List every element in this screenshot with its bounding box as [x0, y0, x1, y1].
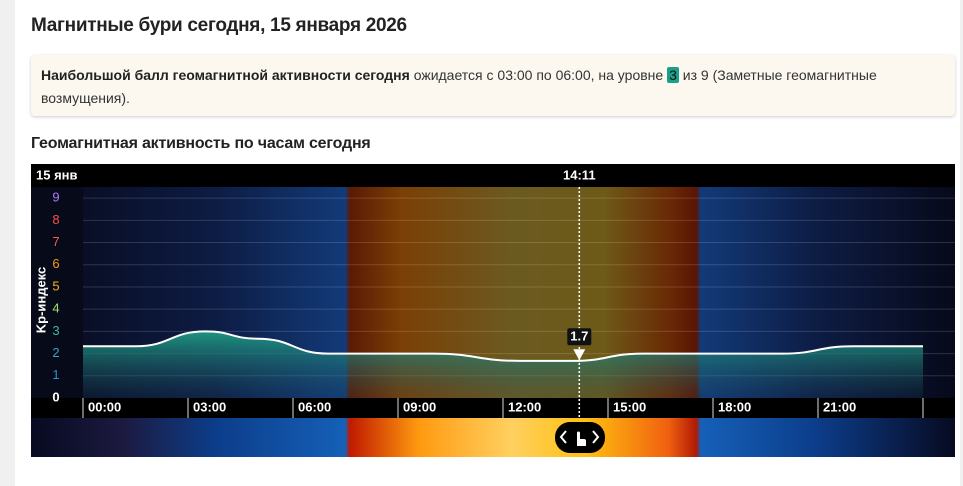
y-tick-label: 9 — [52, 190, 59, 205]
y-axis-label: Kp-индекс — [33, 267, 48, 334]
notice-text: из 9 (Заметные геомагнитные возмущения). — [41, 67, 877, 106]
y-tick-label: 6 — [52, 256, 59, 271]
notice-level: 3 — [667, 67, 679, 83]
chart-header — [31, 164, 955, 187]
notice-text: ожидается с 03:00 по 06:00, на уровне — [413, 67, 664, 83]
area-fill — [83, 331, 923, 398]
notice: Наибольшой балл геомагнитной активности … — [31, 55, 955, 116]
page-title: Магнитные бури сегодня, 15 января 2026 — [31, 15, 407, 36]
x-tick-label: 21:00 — [823, 399, 856, 414]
value-box — [567, 328, 592, 346]
x-tick-label: 18:00 — [718, 399, 751, 414]
y-tick-label: 3 — [52, 323, 59, 338]
y-tick-label: 4 — [52, 301, 59, 316]
x-tick-label: 09:00 — [403, 399, 436, 414]
x-tick-label: 00:00 — [88, 399, 121, 414]
scroll-handle[interactable] — [555, 422, 605, 453]
x-tick-label: 06:00 — [298, 399, 331, 414]
sidebar-edge — [0, 0, 15, 486]
y-tick-label: 5 — [52, 278, 59, 293]
y-tick-label: 0 — [52, 389, 59, 404]
sidebar-edge — [960, 0, 963, 486]
current-marker — [573, 349, 586, 361]
y-tick-label: 2 — [52, 345, 59, 360]
x-tick-label: 15:00 — [613, 399, 646, 414]
current-value: 1.7 — [570, 329, 588, 344]
x-tick-label: 12:00 — [508, 399, 541, 414]
y-tick-label: 1 — [52, 367, 59, 382]
handle-arrows — [559, 430, 600, 444]
kp-line — [83, 330, 923, 362]
x-tick-label: 03:00 — [193, 399, 226, 414]
time-box — [559, 167, 600, 185]
y-tick-label: 8 — [52, 212, 59, 227]
section-title: Геомагнитная активность по часам сегодня — [31, 135, 371, 152]
daylight-strip — [31, 418, 955, 457]
current-time: 14:11 — [563, 167, 596, 182]
notice-bold: Наибольшой балл геомагнитной активности … — [41, 67, 410, 83]
y-tick-label: 7 — [52, 234, 59, 249]
date-label: 15 янв — [36, 167, 78, 182]
y-axis-background — [31, 187, 83, 418]
x-axis-row — [31, 398, 955, 418]
hand-icon — [577, 431, 586, 446]
